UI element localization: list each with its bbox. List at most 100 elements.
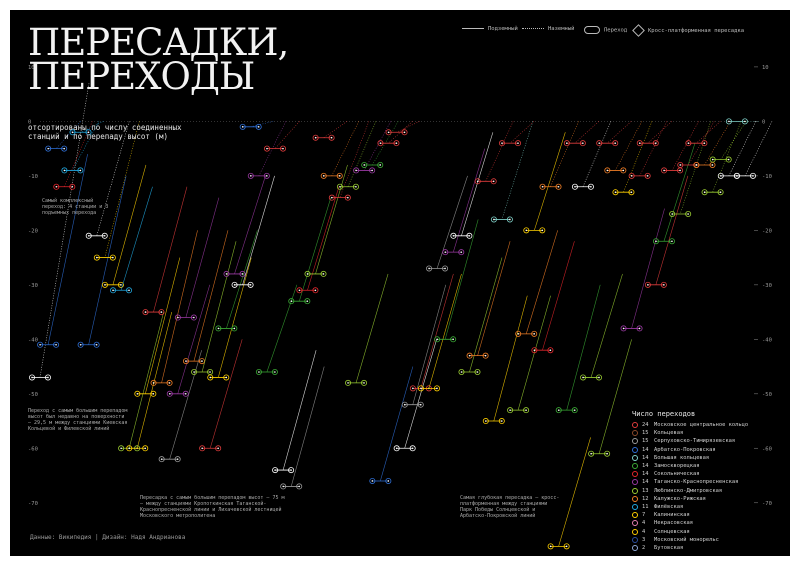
station-core bbox=[144, 447, 147, 450]
transfer-connector bbox=[477, 241, 511, 356]
station-core bbox=[136, 392, 139, 395]
transfer-connector bbox=[655, 175, 689, 285]
legend-label: Московский монорельс bbox=[654, 536, 719, 543]
station-dot bbox=[142, 309, 149, 316]
legend-ring-icon bbox=[632, 503, 638, 510]
transfer-connector bbox=[525, 230, 558, 334]
transfer-connector bbox=[169, 350, 202, 460]
station-core bbox=[420, 387, 422, 390]
station-core bbox=[241, 126, 244, 128]
station-dot bbox=[596, 374, 603, 381]
transfer-connector bbox=[728, 121, 757, 176]
station-core bbox=[501, 142, 503, 144]
station-dot bbox=[539, 183, 546, 190]
transfer-connector bbox=[582, 121, 612, 187]
station-core bbox=[217, 327, 220, 330]
station-core bbox=[493, 218, 495, 221]
transfer-connector bbox=[274, 121, 300, 149]
legend-label: Серпуховско-Тимирязевская bbox=[654, 438, 736, 445]
station-dot bbox=[101, 232, 108, 239]
transfer-connector bbox=[615, 121, 643, 171]
station-core bbox=[298, 485, 301, 488]
station-core bbox=[655, 240, 657, 243]
station-dot bbox=[514, 140, 521, 147]
station-core bbox=[412, 387, 414, 390]
legend-count: 15 bbox=[642, 430, 649, 437]
station-core bbox=[241, 273, 244, 275]
station-core bbox=[582, 142, 584, 144]
transfer-connector bbox=[631, 208, 665, 329]
station-dot bbox=[506, 216, 513, 223]
transfer-connector bbox=[250, 121, 274, 128]
transfer-connector bbox=[177, 284, 211, 394]
station-dot bbox=[482, 352, 489, 359]
station-core bbox=[630, 175, 633, 177]
station-dot bbox=[166, 390, 173, 397]
station-core bbox=[176, 458, 179, 460]
station-core bbox=[403, 403, 406, 406]
station-core bbox=[622, 327, 625, 330]
transfer-connector bbox=[193, 230, 229, 362]
credits: Данные: Википедия | Дизайн: Надя Андриан… bbox=[30, 534, 186, 541]
station-core bbox=[736, 175, 738, 177]
station-core bbox=[258, 371, 260, 373]
legend-count: 14 bbox=[642, 454, 649, 461]
station-dot bbox=[409, 385, 416, 392]
station-core bbox=[719, 175, 722, 177]
station-core bbox=[727, 158, 730, 161]
station-dot bbox=[750, 172, 757, 179]
legend-ring-icon bbox=[632, 446, 638, 453]
transfer-connector bbox=[234, 175, 266, 275]
annotation-max-drop: Пересадка с самым большим перепадом высо… bbox=[140, 495, 285, 519]
station-dot bbox=[101, 281, 108, 288]
station-dot bbox=[725, 118, 732, 125]
legend-ring-icon bbox=[632, 430, 638, 437]
legend-label: Калужско-Рижская bbox=[654, 495, 706, 502]
station-dot bbox=[531, 330, 538, 337]
station-dot bbox=[288, 298, 295, 305]
legend-label: Калининская bbox=[654, 512, 690, 519]
station-dot bbox=[490, 216, 497, 223]
transfer-connector bbox=[55, 121, 81, 149]
station-dot bbox=[401, 401, 408, 408]
station-dot bbox=[442, 249, 449, 256]
station-core bbox=[290, 300, 293, 302]
transfer-connector bbox=[153, 186, 188, 313]
legend-count: 12 bbox=[642, 495, 649, 502]
station-dot bbox=[158, 456, 165, 463]
station-dot bbox=[223, 270, 230, 277]
station-dot bbox=[725, 156, 732, 163]
station-core bbox=[647, 284, 649, 286]
y-tick-label-left: -50 bbox=[28, 392, 38, 398]
legend-label: Филёвская bbox=[654, 503, 684, 510]
legend-ring-icon bbox=[632, 471, 638, 478]
station-dot bbox=[571, 183, 578, 190]
station-dot bbox=[539, 227, 546, 234]
station-core bbox=[347, 382, 349, 384]
station-dot bbox=[304, 298, 311, 305]
transfer-connector bbox=[226, 230, 258, 329]
station-core bbox=[590, 185, 592, 188]
station-core bbox=[687, 142, 690, 144]
station-core bbox=[444, 251, 447, 253]
transfer-connector bbox=[323, 121, 348, 138]
station-core bbox=[476, 371, 479, 373]
transfer-connector bbox=[607, 121, 632, 144]
station-core bbox=[525, 229, 528, 232]
station-core bbox=[152, 382, 155, 384]
y-tick-label-right: -20 bbox=[762, 228, 772, 234]
station-dot bbox=[150, 390, 157, 397]
station-dot bbox=[69, 129, 76, 136]
station-dot bbox=[361, 379, 368, 386]
legend-ring-icon bbox=[632, 495, 638, 502]
poster: 10 10 0 0 -10 -10 -20 -20 -30 -30 -40 -40 -50 -50 -60 -… bbox=[10, 10, 790, 556]
station-dot bbox=[182, 390, 189, 397]
legend-underground: Подземный bbox=[462, 26, 518, 32]
station-dot bbox=[587, 183, 594, 190]
station-core bbox=[460, 251, 463, 253]
station-core bbox=[185, 360, 187, 362]
station-core bbox=[719, 191, 722, 194]
station-dot bbox=[588, 450, 595, 457]
subtitle: отсортированы по числу соединенных станц… bbox=[28, 123, 182, 141]
station-dot bbox=[231, 325, 238, 332]
